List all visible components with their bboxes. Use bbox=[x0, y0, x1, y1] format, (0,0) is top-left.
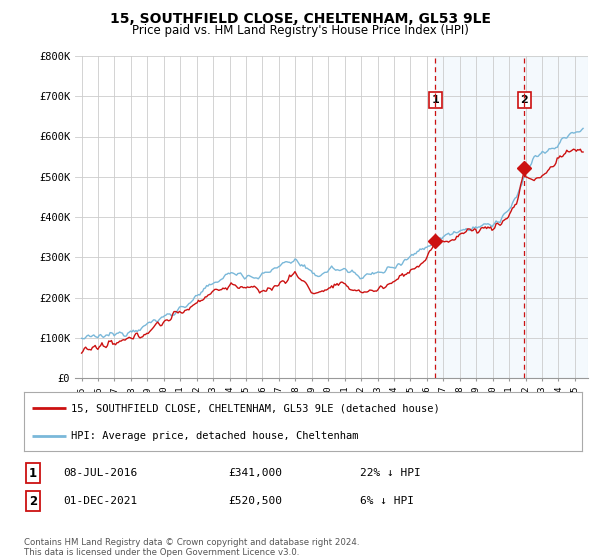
Text: 2: 2 bbox=[29, 494, 37, 508]
Text: Price paid vs. HM Land Registry's House Price Index (HPI): Price paid vs. HM Land Registry's House … bbox=[131, 24, 469, 36]
Text: 08-JUL-2016: 08-JUL-2016 bbox=[63, 468, 137, 478]
Text: 1: 1 bbox=[431, 95, 439, 105]
Text: 1: 1 bbox=[29, 466, 37, 480]
Text: HPI: Average price, detached house, Cheltenham: HPI: Average price, detached house, Chel… bbox=[71, 431, 359, 441]
Text: £341,000: £341,000 bbox=[228, 468, 282, 478]
Bar bbox=[436, 56, 588, 378]
Text: 22% ↓ HPI: 22% ↓ HPI bbox=[360, 468, 421, 478]
Text: 6% ↓ HPI: 6% ↓ HPI bbox=[360, 496, 414, 506]
Text: Contains HM Land Registry data © Crown copyright and database right 2024.
This d: Contains HM Land Registry data © Crown c… bbox=[24, 538, 359, 557]
Text: 01-DEC-2021: 01-DEC-2021 bbox=[63, 496, 137, 506]
Text: £520,500: £520,500 bbox=[228, 496, 282, 506]
Text: 2: 2 bbox=[520, 95, 528, 105]
Text: 15, SOUTHFIELD CLOSE, CHELTENHAM, GL53 9LE (detached house): 15, SOUTHFIELD CLOSE, CHELTENHAM, GL53 9… bbox=[71, 403, 440, 413]
Text: 15, SOUTHFIELD CLOSE, CHELTENHAM, GL53 9LE: 15, SOUTHFIELD CLOSE, CHELTENHAM, GL53 9… bbox=[110, 12, 491, 26]
